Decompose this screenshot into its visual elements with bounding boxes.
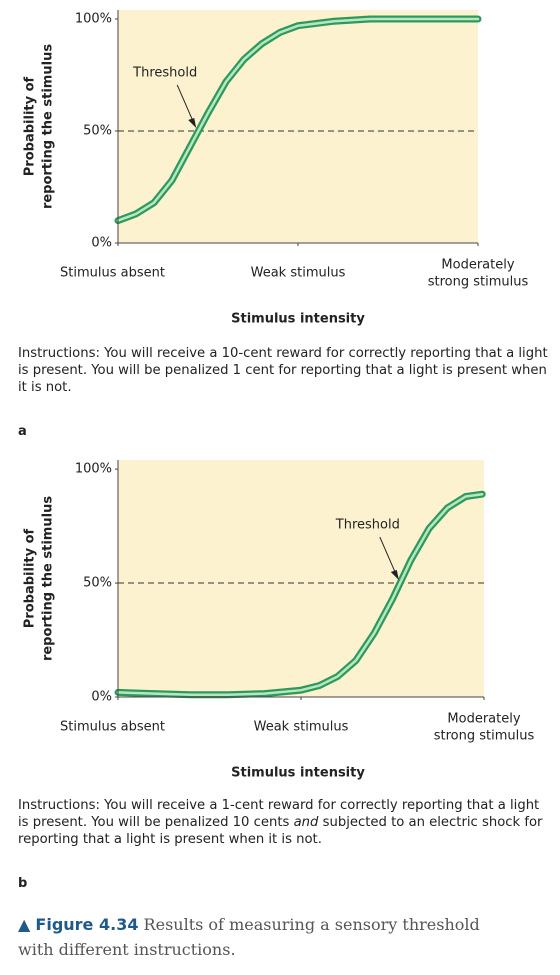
x-axis-title: Stimulus intensity: [231, 766, 365, 781]
annotation: Threshold: [335, 518, 400, 533]
x-tick-label: Moderately: [447, 712, 520, 727]
instructions: Instructions: You will receive a 10-cent…: [18, 345, 548, 396]
figure-label: Figure 4.34: [35, 915, 139, 934]
x-axis-title: Stimulus intensity: [231, 312, 365, 327]
annotation-arrow: [379, 536, 398, 577]
x-tick-label: Stimulus absent: [60, 720, 165, 735]
instruction-text: and: [293, 815, 319, 830]
curve-highlight: [116, 17, 480, 222]
y-axis-title: reporting the stimulus: [41, 44, 56, 209]
arrow-head: [188, 117, 197, 128]
instruction-text: Instructions: You will receive a 10-cent…: [18, 346, 548, 395]
chart: 0% 50% 100% Stimulus absent Weak stimulus Mod…: [23, 460, 535, 781]
panel-label: b: [18, 876, 28, 891]
x-tick-label: Moderately: [441, 258, 514, 273]
x-tick-label: strong stimulus: [434, 729, 535, 744]
plot-area: [118, 460, 484, 697]
y-tick-label: 50%: [83, 123, 112, 138]
y-tick-label: 50%: [83, 576, 112, 591]
figure-caption: ▲ Figure 4.34 Results of measuring a sen…: [18, 915, 480, 959]
x-tick-label: Weak stimulus: [254, 720, 349, 735]
instruction-text: subjected to an electric shock for repor…: [18, 815, 543, 847]
instruction-text: Instructions: You will receive a 1-cent …: [18, 798, 540, 830]
y-axis-title: reporting the stimulus: [41, 496, 56, 661]
x-tick-label: Weak stimulus: [251, 266, 346, 281]
y-tick-label: 100%: [75, 11, 112, 26]
chart: 0% 50% 100% Stimulus absent Weak stimulus Mod…: [23, 10, 529, 327]
y-axis-title: Probability of: [23, 528, 38, 628]
plot-area: [118, 10, 478, 243]
x-tick-label: Stimulus absent: [60, 266, 165, 281]
y-tick-label: 0%: [91, 690, 112, 705]
instructions: Instructions: You will receive a 1-cent …: [18, 797, 548, 848]
x-tick-label: strong stimulus: [428, 275, 529, 290]
y-tick-label: 100%: [75, 462, 112, 477]
y-tick-label: 0%: [91, 236, 112, 251]
figure-text: Results of measuring a sensory threshold…: [18, 915, 480, 959]
arrow-head: [390, 570, 399, 581]
panel-label: a: [18, 424, 27, 439]
annotation-arrow: [176, 84, 195, 125]
curve-highlight: [116, 492, 484, 696]
y-axis-title: Probability of: [23, 76, 38, 176]
annotation: Threshold: [132, 65, 197, 80]
